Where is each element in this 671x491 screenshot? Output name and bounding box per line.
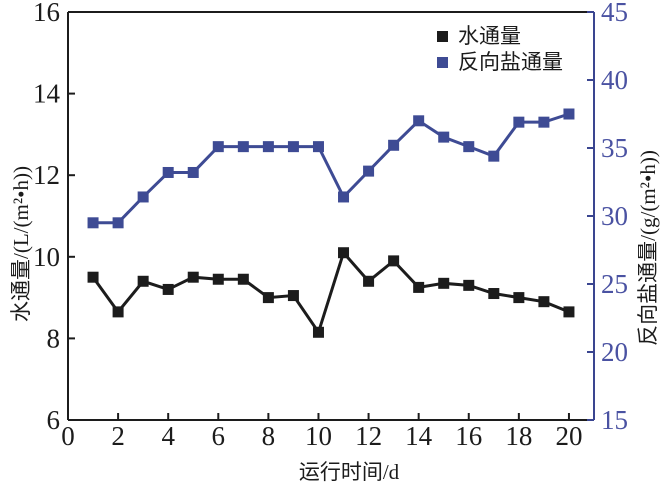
legend-item-salt-flux: 反向盐通量: [437, 50, 563, 74]
salt-flux-point: [563, 108, 575, 120]
water-flux-point: [262, 292, 274, 304]
salt-flux-point: [212, 141, 224, 153]
right-y-tick-label: 35: [601, 133, 628, 163]
water-flux-point: [137, 275, 149, 287]
water-flux-point: [413, 281, 425, 293]
x-axis-title: 运行时间/d: [298, 460, 400, 484]
salt-flux-point: [513, 116, 525, 128]
x-tick-label: 2: [111, 421, 125, 451]
salt-flux-point: [538, 116, 550, 128]
salt-flux-point: [287, 141, 299, 153]
right-y-tick-label: 20: [601, 337, 628, 367]
water-flux-point: [438, 277, 450, 289]
right-y-tick-label: 30: [601, 201, 628, 231]
water-flux-point: [463, 279, 475, 291]
water-flux-marker-swatch: [437, 30, 448, 42]
x-tick-label: 12: [355, 421, 382, 451]
right-y-tick-label: 25: [601, 269, 628, 299]
salt-flux-point: [438, 131, 450, 143]
salt-flux-point: [237, 141, 249, 153]
right-y-tick-label: 45: [601, 0, 628, 27]
left-y-tick-label: 12: [33, 160, 60, 190]
left-y-tick-label: 16: [33, 0, 60, 27]
x-tick-label: 20: [555, 421, 582, 451]
water-flux-point: [187, 271, 199, 283]
salt-flux-point: [137, 191, 149, 203]
right-y-tick-label: 15: [601, 405, 628, 435]
legend-item-water-flux: 水通量: [437, 24, 563, 48]
right-y-axis-title: 反向盐通量/(g/(m²•h)): [636, 150, 660, 346]
water-flux-point: [563, 306, 575, 318]
legend-label-salt-flux: 反向盐通量: [458, 50, 563, 74]
salt-flux-point: [413, 115, 425, 127]
salt-flux-marker-swatch: [437, 56, 448, 68]
water-flux-point: [363, 275, 375, 287]
salt-flux-point: [162, 166, 174, 178]
legend-label-water-flux: 水通量: [458, 24, 521, 48]
water-flux-point: [388, 255, 400, 267]
water-flux-point: [287, 290, 299, 302]
salt-flux-point: [488, 150, 500, 162]
left-y-tick-label: 10: [33, 242, 60, 272]
x-tick-label: 14: [405, 421, 433, 451]
salt-flux-point: [363, 165, 375, 177]
salt-flux-point: [112, 217, 124, 229]
water-flux-point: [538, 296, 550, 308]
salt-flux-point: [262, 141, 274, 153]
salt-flux-point: [187, 166, 199, 178]
legend: 水通量 反向盐通量: [437, 24, 563, 74]
water-flux-point: [212, 273, 224, 285]
salt-flux-point: [463, 141, 475, 153]
water-flux-point: [513, 292, 525, 304]
water-flux-point: [488, 288, 500, 300]
salt-flux-point: [388, 139, 400, 151]
water-flux-point: [112, 306, 124, 318]
left-y-tick-label: 8: [47, 323, 61, 353]
left-y-tick-label: 14: [33, 79, 61, 109]
x-tick-label: 18: [505, 421, 532, 451]
salt-flux-point: [338, 191, 350, 203]
x-tick-label: 6: [212, 421, 226, 451]
water-flux-point: [338, 247, 350, 259]
left-y-axis-title: 水通量/(L/(m²•h)): [9, 166, 33, 322]
right-y-tick-label: 40: [601, 65, 628, 95]
salt-flux-point: [312, 141, 324, 153]
water-flux-point: [237, 273, 249, 285]
x-tick-label: 16: [455, 421, 482, 451]
x-tick-label: 4: [161, 421, 175, 451]
water-flux-point: [162, 283, 174, 295]
x-tick-label: 10: [305, 421, 332, 451]
water-flux-point: [87, 271, 99, 283]
water-flux-point: [312, 326, 324, 338]
x-tick-label: 8: [262, 421, 276, 451]
x-tick-label: 0: [61, 421, 75, 451]
salt-flux-point: [87, 217, 99, 229]
left-y-tick-label: 6: [47, 405, 61, 435]
